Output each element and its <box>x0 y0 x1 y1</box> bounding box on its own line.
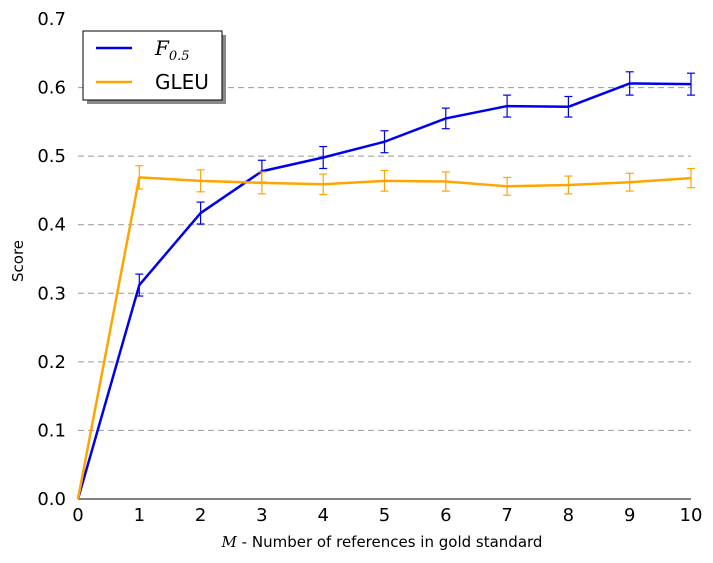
error-bar <box>196 201 205 225</box>
error-bar <box>135 165 144 190</box>
x-tick-label: 7 <box>501 505 512 526</box>
legend-entry-gleu: GLEU <box>155 70 209 94</box>
x-axis-label: M - Number of references in gold standar… <box>221 533 543 551</box>
x-axis-label-variable: M <box>221 533 238 551</box>
error-bar <box>196 169 205 193</box>
legend: F0.5 GLEU <box>82 30 226 104</box>
y-tick-label: 0.2 <box>37 352 66 373</box>
x-tick-label: 0 <box>72 505 83 526</box>
error-bar <box>687 72 695 96</box>
y-tick-label: 0.5 <box>37 146 66 167</box>
y-tick-label: 0.4 <box>37 215 66 236</box>
error-bar <box>564 95 573 118</box>
x-tick-label: 5 <box>379 505 390 526</box>
y-tick-label: 0.1 <box>37 420 66 441</box>
error-bar <box>503 94 512 118</box>
x-tick-label: 3 <box>256 505 267 526</box>
error-bar <box>503 176 512 196</box>
y-tick-label: 0.6 <box>37 78 66 99</box>
error-bar <box>135 273 144 297</box>
error-bar <box>257 171 266 195</box>
x-tick-label: 8 <box>563 505 574 526</box>
y-tick-label: 0.7 <box>37 9 66 30</box>
x-tick-label: 10 <box>680 505 703 526</box>
series-layer <box>76 71 695 500</box>
x-axis-label-text: - Number of references in gold standard <box>237 533 543 551</box>
error-bar <box>564 175 573 195</box>
legend-f-subscript: 0.5 <box>169 49 190 64</box>
tick-labels: 0.0 0.1 0.2 0.3 0.4 0.5 0.6 0.7 0 1 2 3 4 5 6 7 8 9 10 <box>37 9 702 526</box>
error-bar <box>687 167 695 189</box>
error-bar <box>380 130 389 154</box>
x-tick-label: 9 <box>624 505 635 526</box>
error-bar <box>380 169 389 192</box>
y-tick-label: 0.0 <box>37 489 66 510</box>
x-tick-label: 4 <box>317 505 328 526</box>
x-tick-label: 2 <box>195 505 206 526</box>
x-tick-label: 1 <box>134 505 145 526</box>
x-tick-label: 6 <box>440 505 451 526</box>
error-bar <box>441 107 450 130</box>
y-axis-label: Score <box>9 240 27 282</box>
error-bar <box>319 145 328 170</box>
y-tick-label: 0.3 <box>37 283 66 304</box>
error-bar <box>625 172 634 192</box>
legend-box <box>82 30 223 101</box>
error-bar <box>441 171 450 192</box>
error-bar <box>625 71 634 96</box>
legend-entry-f05: F0.5 <box>154 36 190 64</box>
error-bar <box>319 173 328 196</box>
series-line-1 <box>76 176 692 500</box>
legend-f-symbol: F <box>154 36 170 60</box>
